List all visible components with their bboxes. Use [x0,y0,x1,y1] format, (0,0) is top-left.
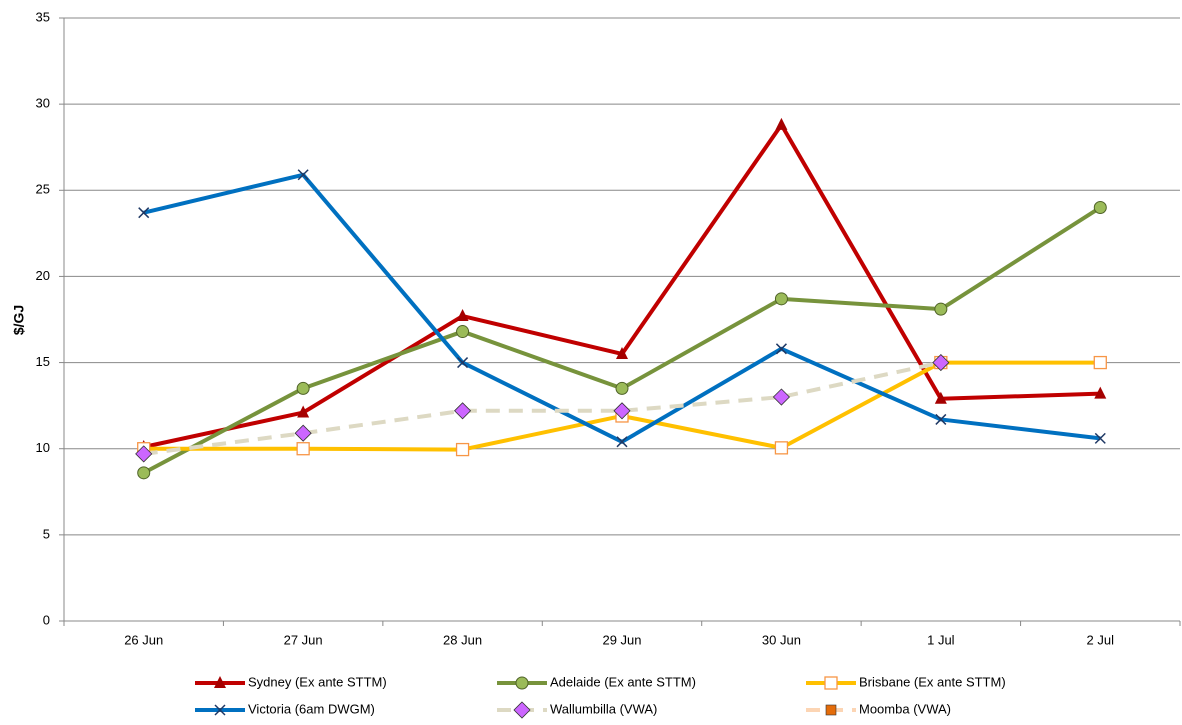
y-tick-label: 10 [36,440,50,455]
x-tick-label: 27 Jun [284,632,323,647]
legend-entry: Moomba (VWA) [806,701,951,716]
marker [456,309,469,322]
y-tick-label: 35 [36,9,50,24]
marker [774,441,789,455]
marker [616,436,628,448]
x-tick-label: 30 Jun [762,632,801,647]
marker [297,405,310,418]
marker [934,302,948,316]
marker [297,169,309,181]
series-line [143,172,1101,444]
marker [454,402,472,420]
x-tick-label: 29 Jun [602,632,641,647]
y-tick-label: 15 [36,354,50,369]
marker [515,676,529,690]
marker [138,207,150,219]
legend-label: Adelaide (Ex ante STTM) [550,674,696,689]
marker [455,442,470,457]
marker [135,445,153,463]
y-tick-label: 20 [36,268,50,283]
marker [824,676,838,690]
marker [214,676,226,688]
legend-entry: Adelaide (Ex ante STTM) [497,674,696,690]
y-axis-label: $/GJ [11,305,27,335]
y-tick-label: 5 [43,526,50,541]
y-tick-label: 25 [36,182,50,197]
legend-entry: Sydney (Ex ante STTM) [195,674,387,689]
marker [775,117,788,130]
legend-label: Brisbane (Ex ante STTM) [859,674,1006,689]
x-tick-label: 2 Jul [1087,632,1115,647]
marker [296,442,310,456]
marker [934,391,947,404]
marker [1094,432,1106,444]
y-tick-label: 0 [43,612,50,627]
x-tick-label: 28 Jun [443,632,482,647]
marker [137,466,151,480]
marker [1093,201,1107,215]
marker [772,388,790,406]
legend-label: Victoria (6am DWGM) [248,701,375,716]
legend-entry: Wallumbilla (VWA) [497,701,657,719]
marker [825,704,837,716]
marker [775,343,787,355]
marker [1094,386,1107,399]
legend-entry: Brisbane (Ex ante STTM) [806,674,1006,690]
marker [296,381,310,395]
marker [932,354,950,372]
marker [616,346,628,359]
marker [456,325,470,339]
marker [513,701,531,719]
marker [457,357,469,369]
marker [615,381,629,395]
marker [935,413,947,425]
marker [294,424,312,442]
marker [613,402,631,420]
marker [1093,355,1107,370]
legend-entry: Victoria (6am DWGM) [195,701,375,716]
legend-label: Moomba (VWA) [859,701,951,716]
marker [774,292,788,306]
series-line [142,205,1102,475]
series-line [143,360,942,456]
marker [214,704,226,716]
x-tick-label: 1 Jul [927,632,955,647]
x-tick-label: 26 Jun [124,632,163,647]
y-tick-label: 30 [36,96,50,111]
legend-label: Sydney (Ex ante STTM) [248,674,387,689]
legend-label: Wallumbilla (VWA) [550,701,657,716]
